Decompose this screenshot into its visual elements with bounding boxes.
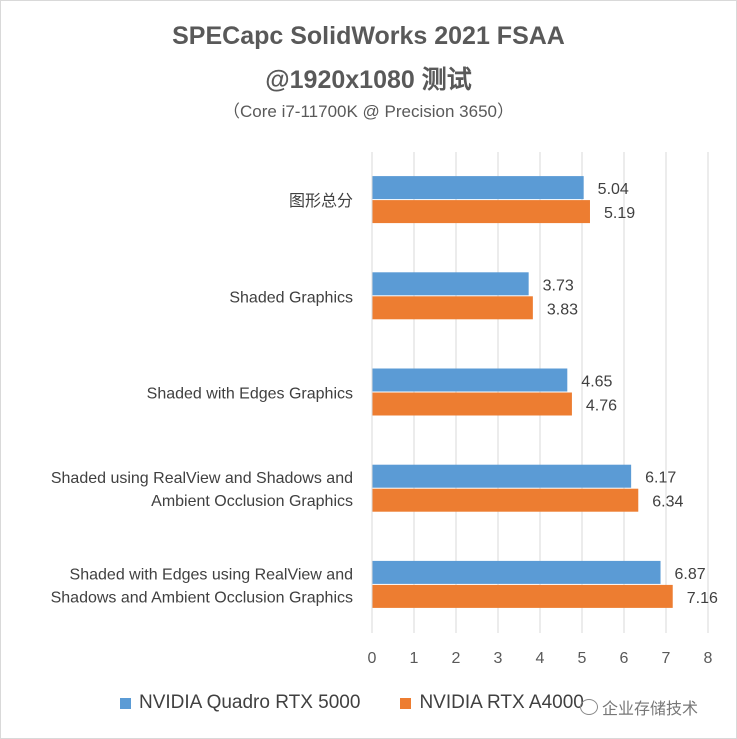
x-tick-label: 4 — [536, 650, 545, 667]
x-tick-label: 0 — [368, 650, 377, 667]
bar-quadro — [372, 272, 529, 296]
category-label: Ambient Occlusion Graphics — [151, 493, 353, 510]
data-label: 5.19 — [604, 205, 635, 222]
bar-a4000 — [372, 200, 590, 224]
bar-a4000 — [372, 488, 639, 512]
legend-label-quadro: NVIDIA Quadro RTX 5000 — [139, 692, 361, 713]
x-tick-label: 6 — [620, 650, 629, 667]
wechat-icon — [580, 699, 598, 715]
x-tick-label: 1 — [410, 650, 419, 667]
bar-quadro — [372, 368, 568, 392]
bar-quadro — [372, 560, 661, 584]
bar-a4000 — [372, 392, 572, 416]
legend-label-a4000: NVIDIA RTX A4000 — [419, 692, 584, 713]
category-label: 图形总分 — [289, 192, 353, 210]
data-label: 7.16 — [687, 590, 718, 607]
category-label: Shaded with Edges Graphics — [147, 386, 353, 403]
x-tick-label: 3 — [494, 650, 503, 667]
x-tick-label: 2 — [452, 650, 461, 667]
category-label: Shaded with Edges using RealView and — [70, 566, 353, 583]
legend-swatch-a4000 — [400, 697, 412, 709]
data-label: 6.17 — [645, 470, 676, 487]
bar-a4000 — [372, 296, 533, 320]
bar-quadro — [372, 176, 584, 200]
watermark: 企业存储技术 — [580, 695, 698, 719]
x-tick-label: 7 — [662, 650, 671, 667]
data-label: 5.04 — [598, 181, 629, 198]
category-label: Shaded using RealView and Shadows and — [51, 470, 353, 487]
x-tick-label: 5 — [578, 650, 587, 667]
bar-quadro — [372, 464, 632, 488]
chart-subtitle: （Core i7-11700K @ Precision 3650） — [223, 102, 514, 121]
x-tick-label: 8 — [704, 650, 713, 667]
data-label: 6.87 — [675, 566, 706, 583]
data-label: 3.83 — [547, 301, 578, 318]
bar-a4000 — [372, 584, 673, 608]
legend-swatch-quadro — [120, 697, 131, 709]
legend: NVIDIA Quadro RTX 5000 NVIDIA RTX A4000 — [120, 692, 624, 714]
chart-title-line1: SPECapc SolidWorks 2021 FSAA — [172, 22, 565, 50]
legend-item-a4000: NVIDIA RTX A4000 — [400, 692, 584, 714]
data-label: 4.65 — [581, 374, 612, 391]
category-label: Shadows and Ambient Occlusion Graphics — [51, 589, 353, 606]
watermark-text: 企业存储技术 — [602, 701, 699, 718]
category-label: Shaded Graphics — [229, 289, 353, 306]
chart-title-line2: @1920x1080 测试 — [265, 66, 472, 94]
data-label: 6.34 — [652, 494, 683, 511]
legend-item-quadro: NVIDIA Quadro RTX 5000 — [120, 692, 360, 714]
data-label: 4.76 — [586, 398, 617, 415]
data-label: 3.73 — [543, 277, 574, 294]
